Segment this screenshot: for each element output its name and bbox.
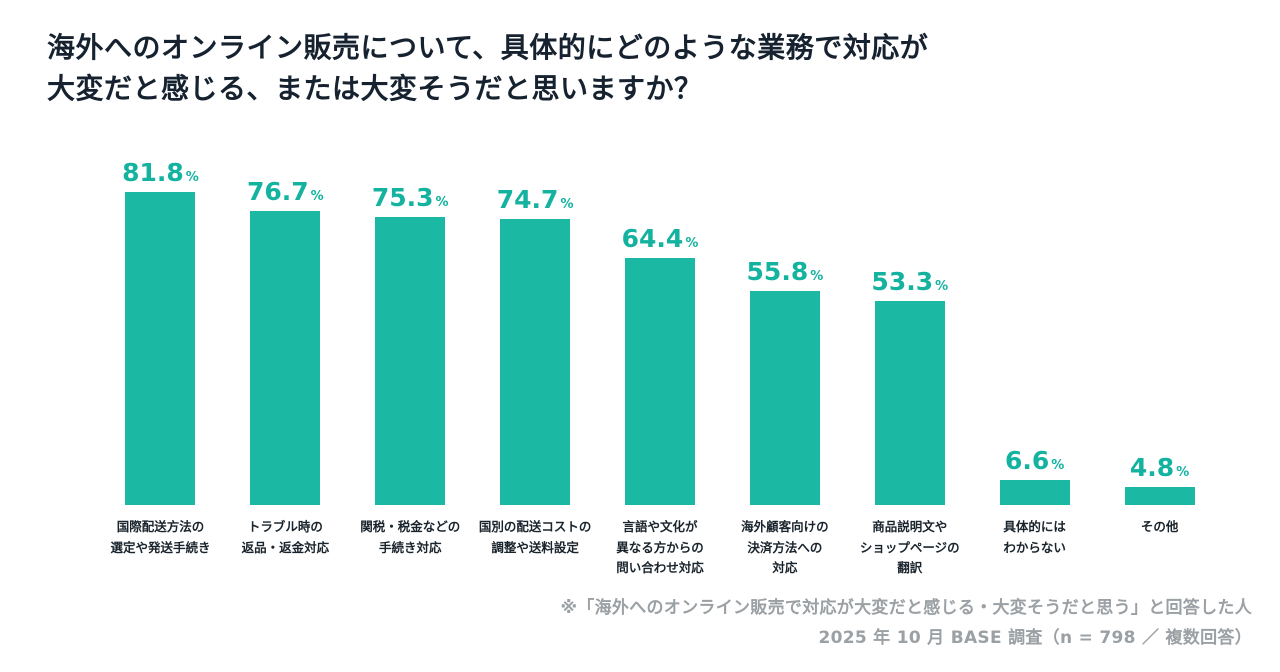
bar-category-label-line: 問い合わせ対応 (616, 560, 704, 576)
bar-category-label-line: 異なる方からの (616, 539, 704, 555)
bar-plot-area: 4.8% (1124, 150, 1195, 505)
bar-column: 55.8% 海外顧客向けの 決済方法への 対応 (722, 150, 847, 579)
bar-category-label: 関税・税金などの 手続き対応 (360, 517, 460, 558)
bar-plot-area: 64.4% (622, 150, 699, 505)
bar-category-label: 商品説明文や ショップページの 翻訳 (860, 517, 960, 579)
bar-value-label: 81.8% (122, 158, 199, 187)
bar-column: 4.8% その他 (1097, 150, 1222, 579)
bar-value-unit: % (185, 170, 199, 185)
source-note-line-1: ※「海外へのオンライン販売で対応が大変だと感じる・大変そうだと思う」と回答した人 (560, 597, 1252, 618)
bar (125, 192, 196, 505)
bar-category-label-line: 国別の配送コストの (478, 519, 592, 534)
bar (625, 258, 695, 505)
source-note-line-2: 2025 年 10 月 BASE 調査（n = 798 ／ 複数回答） (818, 628, 1252, 649)
bar (749, 291, 820, 505)
bar-category-label-line: 言語や文化が (622, 519, 698, 534)
bar-value-label: 55.8% (747, 257, 824, 286)
bar-category-label-line: 対応 (772, 560, 798, 576)
bar-plot-area: 74.7% (497, 150, 574, 505)
bar-value-number: 53.3 (871, 267, 934, 296)
bar-plot-area: 75.3% (372, 150, 449, 505)
bar-column: 76.7% トラブル時の 返品・返金対応 (223, 150, 348, 579)
bar-value-number: 64.4 (621, 224, 684, 253)
bar-category-label: その他 (1141, 517, 1179, 538)
bar-value-unit: % (1176, 465, 1190, 480)
bar-category-label-line: 調整や送料設定 (491, 539, 579, 555)
bar (250, 211, 321, 505)
bar-category-label-line: 選定や発送手続き (110, 539, 211, 555)
bar (375, 217, 446, 505)
bar-value-label: 6.6% (1005, 446, 1064, 475)
bar-category-label-line: ショップページの (859, 539, 960, 555)
bar-category-label: 国際配送方法の 選定や発送手続き (110, 517, 210, 558)
bar-category-label: 国別の配送コストの 調整や送料設定 (479, 517, 592, 558)
bar-category-label-line: 海外顧客向けの (741, 519, 829, 534)
bar-value-label: 76.7% (247, 177, 324, 206)
source-note: ※「海外へのオンライン販売で対応が大変だと感じる・大変そうだと思う」と回答した人… (560, 593, 1252, 654)
page-title-line-2: 大変だと感じる、または大変そうだと思いますか？ (47, 71, 703, 105)
bar-value-label: 64.4% (622, 224, 699, 253)
bar-chart: 81.8% 国際配送方法の 選定や発送手続き 76.7% トラブル時の 返品・返金対応 75… (98, 150, 1222, 579)
bar-value-unit: % (810, 269, 824, 284)
bar-value-number: 76.7 (246, 177, 309, 206)
bar-category-label-line: 手続き対応 (378, 539, 442, 555)
bar-value-label: 74.7% (497, 185, 574, 214)
bar-value-number: 4.8 (1129, 453, 1175, 482)
bar-value-label: 75.3% (372, 183, 449, 212)
bar (999, 480, 1070, 505)
bar-value-unit: % (310, 189, 324, 204)
bar-value-unit: % (435, 195, 449, 210)
bar-category-label: 言語や文化が 異なる方からの 問い合わせ対応 (616, 517, 704, 579)
bar-category-label: 海外顧客向けの 決済方法への 対応 (741, 517, 829, 579)
bar-value-number: 55.8 (746, 257, 809, 286)
bar-plot-area: 55.8% (747, 150, 824, 505)
bar (874, 301, 945, 505)
bar-value-unit: % (560, 197, 574, 212)
bar-value-number: 6.6 (1005, 446, 1050, 475)
bar-category-label-line: 関税・税金などの (360, 519, 461, 534)
page-title: 海外へのオンライン販売について、具体的にどのような業務で対応が 大変だと感じる、… (47, 28, 928, 109)
bar-category-label-line: 翻訳 (897, 560, 923, 576)
bar-category-label-line: 返品・返金対応 (241, 539, 330, 555)
bar-value-label: 4.8% (1130, 453, 1189, 482)
bar-plot-area: 76.7% (247, 150, 324, 505)
bar (1124, 487, 1195, 505)
bar-value-unit: % (1051, 458, 1065, 473)
bar-category-label-line: 商品説明文や (872, 519, 948, 534)
bar-value-number: 74.7 (496, 185, 559, 214)
bar-plot-area: 81.8% (122, 150, 199, 505)
bar-plot-area: 53.3% (871, 150, 948, 505)
bar-category-label-line: その他 (1140, 519, 1179, 534)
bar-category-label-line: 決済方法への (747, 539, 823, 555)
bar-value-number: 81.8 (122, 158, 184, 187)
bar-column: 75.3% 関税・税金などの 手続き対応 (348, 150, 473, 579)
page-title-line-1: 海外へのオンライン販売について、具体的にどのような業務で対応が (47, 31, 929, 64)
bar-value-unit: % (935, 279, 949, 294)
bar-column: 74.7% 国別の配送コストの 調整や送料設定 (473, 150, 598, 579)
bar-column: 64.4% 言語や文化が 異なる方からの 問い合わせ対応 (598, 150, 723, 579)
bar-column: 81.8% 国際配送方法の 選定や発送手続き (98, 150, 223, 579)
bar-category-label: トラブル時の 返品・返金対応 (242, 517, 330, 558)
bar-category-label: 具体的にはわからない (1003, 517, 1066, 558)
bar-column: 6.6% 具体的にはわからない (972, 150, 1097, 579)
bar-column: 53.3% 商品説明文や ショップページの 翻訳 (847, 150, 972, 579)
bar-category-label-line: わからない (1003, 539, 1066, 555)
bar-plot-area: 6.6% (999, 150, 1070, 505)
bar-value-label: 53.3% (871, 267, 948, 296)
bar-category-label-line: 国際配送方法の (116, 519, 205, 534)
bar (500, 219, 571, 505)
bar-value-unit: % (685, 236, 699, 251)
bar-category-label-line: トラブル時の (247, 519, 323, 534)
bar-chart-columns: 81.8% 国際配送方法の 選定や発送手続き 76.7% トラブル時の 返品・返金対応 75… (98, 150, 1222, 579)
bar-value-number: 75.3 (371, 183, 434, 212)
bar-category-label-line: 具体的には (1003, 519, 1066, 534)
